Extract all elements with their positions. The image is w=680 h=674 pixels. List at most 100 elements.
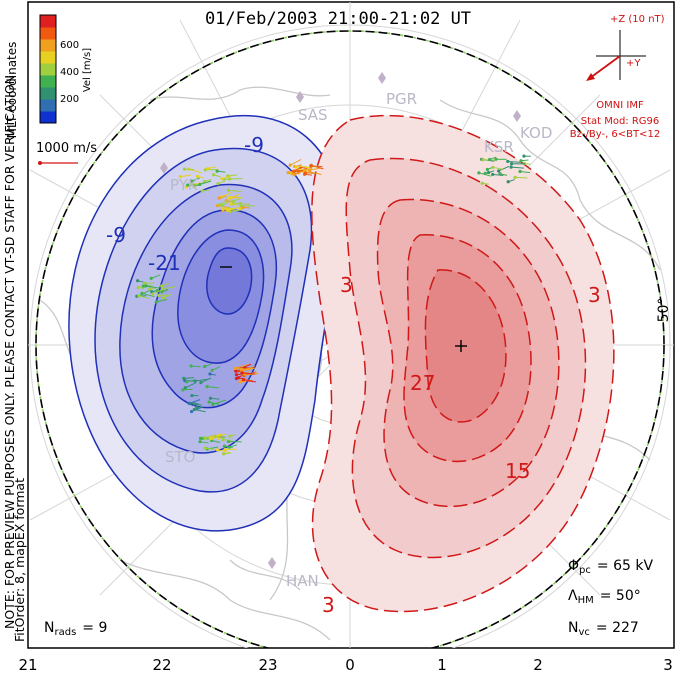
velocity-vector-origin <box>150 292 155 296</box>
pos-contour-label-2: 3 <box>588 283 601 307</box>
velocity-vector <box>492 166 504 171</box>
velocity-vector-origin <box>240 371 244 375</box>
velocity-vector-origin <box>220 203 224 208</box>
velocity-vector <box>145 285 160 289</box>
imf-stat-mod: Stat Mod: RG96 <box>581 116 660 127</box>
pos-cell-center-marker <box>455 340 467 352</box>
velocity-vector-origin <box>192 402 196 406</box>
velocity-vector-origin <box>488 157 492 162</box>
mlt-tick-3: 3 <box>663 656 673 674</box>
velocity-vector-origin <box>161 296 165 300</box>
velocity-vector <box>200 377 212 384</box>
velocity-vector-origin <box>232 199 236 203</box>
velocity-vector <box>185 382 197 389</box>
velocity-vector-origin <box>491 165 495 169</box>
velocity-vector-origin <box>228 434 232 438</box>
colorbar-swatch <box>40 51 56 64</box>
pos-contour-label-3: 27 <box>410 371 435 395</box>
velocity-vector <box>204 434 216 439</box>
phi-pc-stat: Φpc = 65 kV <box>568 558 653 576</box>
velocity-vector <box>240 363 252 369</box>
colorbar-swatch <box>40 27 56 40</box>
velocity-vector-origin <box>207 400 211 404</box>
velocity-vector-origin <box>195 405 199 410</box>
station-label-han: HAN <box>286 572 319 590</box>
station-marker-sto <box>160 162 168 174</box>
velocity-vector <box>241 365 255 372</box>
station-markers <box>160 72 521 569</box>
velocity-vector <box>511 166 525 169</box>
positive-potential-cell <box>311 114 615 613</box>
colorbar-swatch <box>40 63 56 76</box>
neg-contour-label-3: -21 <box>148 251 181 275</box>
velocity-vector-origin <box>221 207 225 211</box>
velocity-vector-origin <box>189 409 194 414</box>
velocity-vector <box>194 408 206 413</box>
velocity-vector-origin <box>522 154 526 158</box>
velocity-vector-origin <box>222 452 226 456</box>
map-title: 01/Feb/2003 21:00-21:02 UT <box>205 9 471 29</box>
neg-contour-label-1: -9 <box>106 223 126 247</box>
velocity-vector-origin <box>229 202 233 206</box>
velocity-vector-origin <box>234 366 238 370</box>
velocity-vector-origin <box>137 294 141 298</box>
velocity-vector-origin <box>200 189 204 193</box>
fit-order: FitOrder: 8, mapEX format <box>12 478 27 642</box>
velocity-vector <box>138 289 151 297</box>
velocity-vector-origin <box>506 159 510 164</box>
velocity-vector-origin <box>198 440 202 444</box>
colorbar-swatch <box>40 15 56 28</box>
velocity-vector-origin <box>477 171 481 175</box>
velocity-vector-origin <box>483 171 487 175</box>
colorbar-swatch <box>40 87 56 100</box>
velocity-vector-origin <box>182 376 186 380</box>
velocity-vector <box>507 160 521 163</box>
velocity-vector-origin <box>241 205 245 210</box>
velocity-vector-origin <box>226 188 231 192</box>
lambda-hm-stat: ΛHM = 50° <box>568 588 641 606</box>
velocity-vector-origin <box>154 300 158 304</box>
velocity-vector-origin <box>513 175 517 179</box>
velocity-vector-origin <box>234 373 239 377</box>
velocity-vector-origin <box>216 182 220 186</box>
velocity-vector-origin <box>509 162 514 166</box>
velocity-vector <box>290 159 302 166</box>
velocity-vector-origin <box>181 388 185 392</box>
colorbar-swatch <box>40 111 56 124</box>
velocity-vector-origin <box>228 195 232 200</box>
station-label-kod: KOD <box>520 124 552 142</box>
velocity-vector <box>209 401 220 405</box>
colorbar-swatch <box>40 75 56 88</box>
station-label-pgr: PGR <box>386 90 417 108</box>
velocity-vector-origin <box>148 287 152 291</box>
velocity-vector-origin <box>518 169 522 174</box>
velocity-vector <box>515 176 528 179</box>
velocity-colorbar <box>39 14 57 124</box>
colorbar-swatch <box>40 39 56 52</box>
negative-potential-cell <box>68 114 341 532</box>
velocity-vector-origin <box>302 168 307 173</box>
velocity-vector-origin <box>136 279 140 283</box>
velocity-vector <box>189 399 201 404</box>
velocity-vector-origin <box>211 402 215 406</box>
velocity-vector-origin <box>309 164 313 168</box>
velocity-vector-origin <box>210 368 214 372</box>
velocity-vector-origin <box>140 291 144 295</box>
velocity-vector-origin <box>203 446 207 450</box>
velocity-vector-origin <box>185 380 189 384</box>
velocity-vector-origin <box>308 170 312 174</box>
velocity-vector-origin <box>221 438 225 442</box>
velocity-vector-origin <box>160 284 164 288</box>
velocity-vector-origin <box>216 436 220 440</box>
velocity-vector-origin <box>206 166 210 171</box>
velocity-vector <box>241 372 255 375</box>
velocity-vector <box>309 171 322 176</box>
velocity-vector-origin <box>195 174 200 179</box>
pos-contour-label-4: 15 <box>505 459 530 483</box>
velocity-vector-origin <box>494 157 498 161</box>
coord-label: MLT coordinates <box>5 42 19 139</box>
velocity-vector <box>152 289 162 295</box>
velocity-vector <box>210 433 222 439</box>
velocity-vector-origin <box>203 436 207 440</box>
